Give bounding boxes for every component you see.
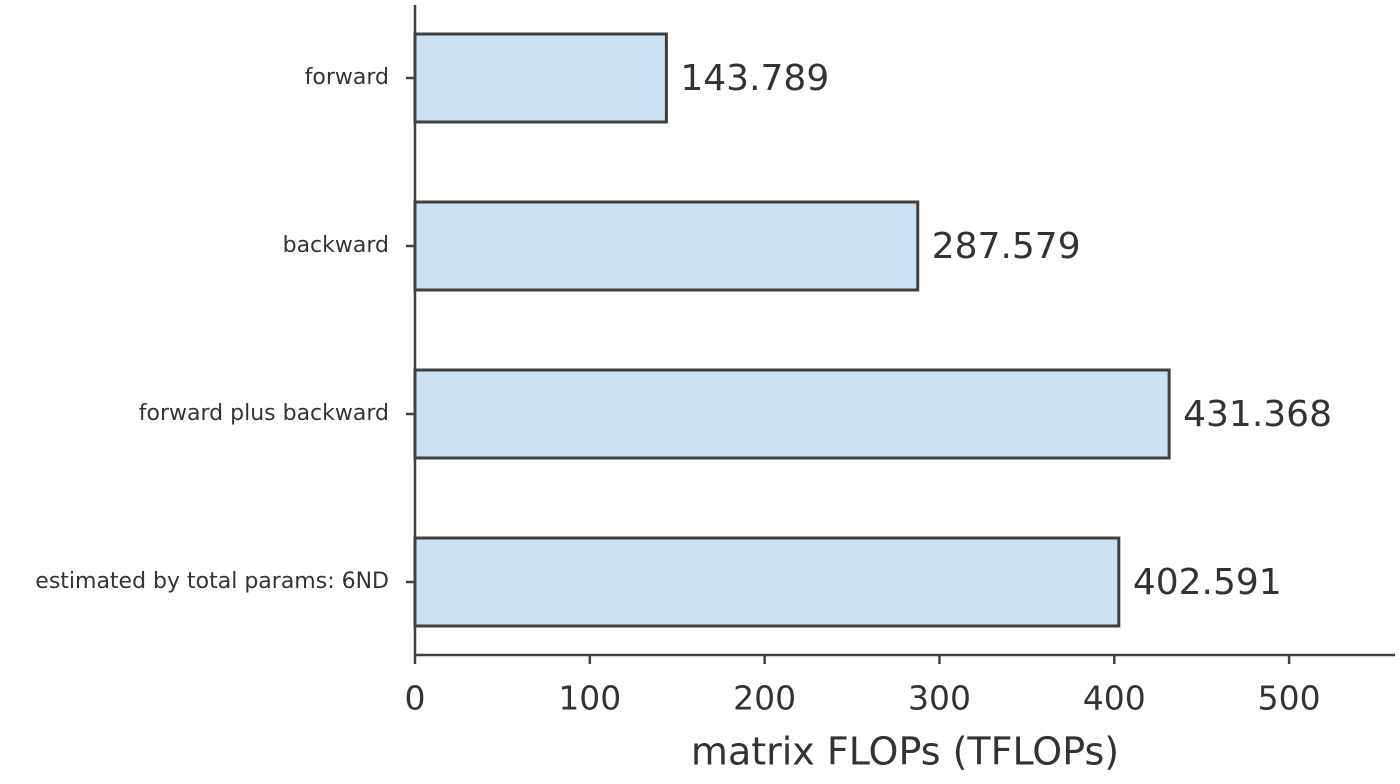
- value-label: 402.591: [1133, 562, 1282, 603]
- x-tick-label: 100: [558, 679, 621, 718]
- bar: [413, 200, 920, 292]
- x-tick-label: 0: [405, 679, 426, 718]
- x-tick-label: 500: [1258, 679, 1321, 718]
- value-label: 431.368: [1183, 394, 1332, 435]
- y-tick-label: forward plus backward: [139, 401, 389, 426]
- value-label: 143.789: [680, 58, 829, 99]
- y-tick-label: estimated by total params: 6ND: [35, 569, 389, 594]
- bar: [413, 32, 668, 124]
- y-tick-label: backward: [283, 233, 389, 258]
- x-axis-label: matrix FLOPs (TFLOPs): [691, 730, 1119, 774]
- bar: [413, 368, 1171, 460]
- x-tick-label: 200: [733, 679, 796, 718]
- x-tick-label: 400: [1083, 679, 1146, 718]
- bar: [413, 536, 1121, 628]
- value-label: 287.579: [932, 226, 1081, 267]
- y-tick-label: forward: [305, 65, 389, 90]
- x-tick-label: 300: [908, 679, 971, 718]
